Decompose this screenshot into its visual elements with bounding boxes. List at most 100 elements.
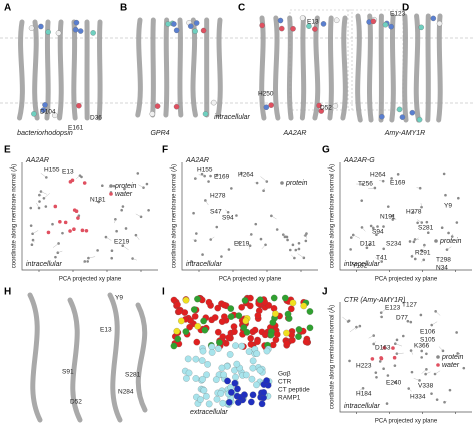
link: [373, 227, 375, 229]
link: [375, 257, 382, 262]
helix: [67, 297, 83, 423]
helix: [177, 17, 184, 118]
axis: [21, 162, 158, 271]
water-point: [382, 345, 387, 350]
helix: [17, 19, 25, 121]
structures: [17, 13, 472, 423]
residue-sphere: [202, 111, 209, 117]
point: [96, 249, 99, 252]
link: [368, 187, 375, 189]
point: [413, 257, 417, 261]
label: S234: [386, 241, 402, 248]
point: [209, 174, 212, 178]
link: [135, 213, 142, 217]
residue: [225, 398, 233, 406]
link: [368, 335, 374, 339]
point: [123, 187, 126, 191]
label: Y9: [444, 203, 452, 210]
helix: [413, 13, 421, 123]
residue-sphere: [187, 23, 194, 29]
link: [135, 235, 140, 240]
point: [136, 172, 140, 175]
link: [373, 341, 377, 345]
label: D36: [90, 115, 102, 122]
point: [462, 366, 466, 370]
residue: [241, 297, 249, 304]
residue: [211, 314, 219, 321]
label: E123: [385, 305, 401, 312]
link: [303, 233, 307, 236]
cap: intracellular: [344, 261, 380, 268]
helix: [340, 15, 348, 121]
point: [401, 334, 405, 338]
point: [87, 256, 90, 260]
link: [395, 343, 403, 347]
residue: [203, 371, 210, 379]
link: [238, 242, 242, 247]
water-point: [68, 180, 73, 184]
letter: E: [4, 145, 11, 156]
residue: [190, 306, 198, 313]
residue-sphere: [171, 21, 177, 27]
link: [263, 188, 265, 191]
point: [395, 352, 399, 355]
axl: coordinate along membrane normal (Å): [329, 305, 336, 409]
point: [426, 231, 430, 235]
residue: [306, 324, 314, 332]
residue-sphere: [279, 25, 285, 32]
point: [29, 224, 33, 227]
point: [447, 231, 450, 235]
point: [235, 214, 238, 217]
letter: B: [120, 3, 127, 14]
residue-sphere: [370, 18, 377, 25]
label: D104: [40, 109, 56, 116]
point: [220, 255, 223, 258]
cap: protein: [285, 180, 308, 187]
ttl: AA2AR-G: [343, 157, 375, 164]
point: [120, 208, 123, 212]
link: [342, 316, 349, 322]
residue: [208, 349, 216, 356]
ttl: AA2AR: [25, 157, 49, 164]
link: [411, 254, 414, 257]
residue: [225, 334, 233, 341]
residue: [219, 399, 227, 407]
point: [372, 334, 375, 337]
point: [386, 205, 390, 208]
residue: [260, 389, 268, 396]
helix: [312, 15, 321, 121]
point: [435, 398, 439, 401]
link: [420, 203, 422, 208]
point: [382, 247, 385, 251]
helix: [215, 17, 223, 118]
legend-marker: [109, 184, 113, 188]
residue: [208, 343, 216, 351]
helix: [163, 17, 170, 118]
link: [61, 231, 63, 234]
link: [271, 215, 277, 220]
letter: G: [322, 145, 330, 156]
residue: [192, 355, 200, 363]
link: [305, 235, 308, 239]
label: H264: [370, 172, 386, 179]
label: N34: [436, 265, 448, 272]
helix: [425, 13, 431, 123]
link: [379, 180, 384, 182]
label: S91: [62, 369, 74, 376]
point: [304, 239, 308, 243]
point: [361, 182, 364, 186]
label: S281: [418, 225, 434, 232]
link: [283, 234, 287, 236]
label: H223: [356, 363, 372, 370]
residue: [194, 295, 201, 303]
point: [440, 226, 444, 229]
letter: D: [402, 3, 409, 14]
label: H184: [356, 391, 372, 398]
residue-sphere: [259, 22, 265, 29]
residue: [226, 351, 234, 358]
water-point: [392, 355, 397, 360]
point: [147, 209, 150, 212]
residue: [173, 327, 181, 335]
residue: [199, 347, 207, 355]
